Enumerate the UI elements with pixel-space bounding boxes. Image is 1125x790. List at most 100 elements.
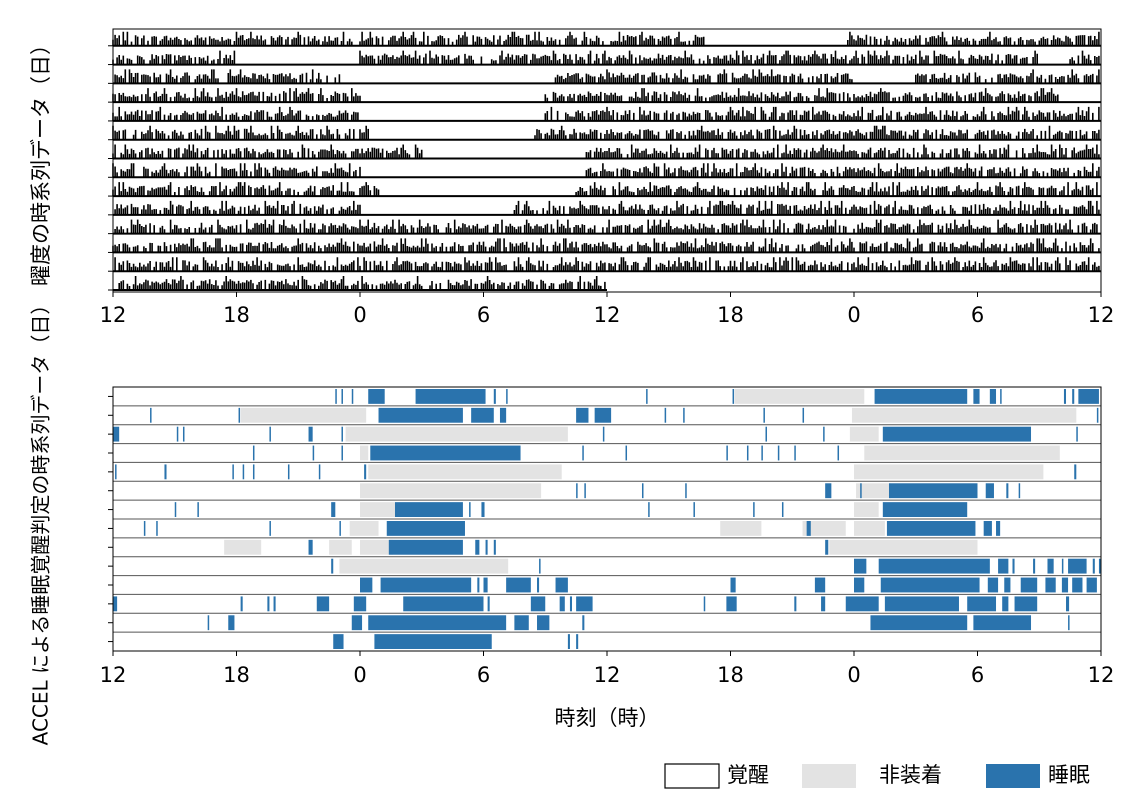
sleep-segment xyxy=(703,596,706,612)
actogram-x-tick-label: 12 xyxy=(594,303,621,327)
sleep-segment xyxy=(794,596,797,612)
actogram-row xyxy=(108,50,1101,66)
actogram-x-tick-label: 18 xyxy=(717,303,744,327)
sleep-segment xyxy=(1063,389,1067,404)
nonwear-segment xyxy=(360,539,393,555)
sleep-segment xyxy=(1018,483,1021,499)
sleep-segment xyxy=(351,389,354,404)
sleep-wake-row xyxy=(108,499,1101,517)
sleep-segment xyxy=(765,426,767,442)
sleep-segment xyxy=(1092,558,1095,574)
sleep-segment xyxy=(493,389,496,404)
sleep-segment xyxy=(983,521,992,536)
sleep-segment xyxy=(1000,389,1002,404)
sleep-wake-x-tick-label: 0 xyxy=(847,663,860,687)
actogram-x-tick-label: 18 xyxy=(223,303,250,327)
sleep-segment xyxy=(483,577,488,593)
actogram-x-tick-label: 0 xyxy=(353,303,366,327)
sleep-segment xyxy=(238,407,241,423)
sleep-segment xyxy=(1033,558,1036,574)
nonwear-segment xyxy=(854,464,1044,480)
nonwear-segment xyxy=(849,426,879,442)
sleep-segment xyxy=(1061,577,1069,593)
sleep-segment xyxy=(730,577,736,593)
actogram-activity-bars xyxy=(114,200,1100,215)
actogram-row xyxy=(108,144,1101,160)
sleep-segment xyxy=(880,577,980,593)
actogram-x-tick-label: 6 xyxy=(971,303,984,327)
sleep-segment xyxy=(506,389,508,404)
actogram-activity-bars xyxy=(112,182,1098,197)
sleep-wake-row xyxy=(108,405,1101,423)
sleep-segment xyxy=(1061,558,1064,574)
sleep-segment xyxy=(886,521,976,536)
sleep-segment xyxy=(415,389,486,404)
sleep-segment xyxy=(1066,596,1070,612)
sleep-segment xyxy=(825,539,829,555)
nonwear-segment xyxy=(720,521,762,536)
sleep-wake-row xyxy=(108,518,1101,536)
sleep-wake-row xyxy=(108,424,1101,442)
sleep-segment xyxy=(1045,577,1056,593)
sleep-segment xyxy=(648,502,650,517)
sleep-segment xyxy=(726,445,728,461)
sleep-segment xyxy=(781,502,784,517)
actogram-row xyxy=(108,238,1101,254)
sleep-segment xyxy=(514,615,529,631)
sleep-segment xyxy=(331,502,336,517)
sleep-segment xyxy=(763,407,765,423)
sleep-segment xyxy=(207,615,210,631)
sleep-segment xyxy=(368,615,507,631)
sleep-segment xyxy=(113,596,118,612)
nonwear-segment xyxy=(856,483,892,499)
sleep-segment xyxy=(1002,596,1009,612)
sleep-segment xyxy=(693,502,695,517)
sleep-segment xyxy=(825,483,832,499)
sleep-segment xyxy=(386,521,465,536)
sleep-wake-x-tick-label: 18 xyxy=(717,663,744,687)
nonwear-segment xyxy=(854,521,885,536)
legend-swatch-wake xyxy=(664,763,720,789)
sleep-segment xyxy=(242,464,245,480)
sleep-segment xyxy=(374,634,492,649)
sleep-segment xyxy=(878,558,990,574)
legend-label-sleep: 睡眠 xyxy=(1048,763,1090,787)
actogram-activity-bars xyxy=(112,238,1100,253)
sleep-segment xyxy=(333,634,344,649)
sleep-segment xyxy=(113,426,120,442)
sleep-segment xyxy=(240,596,243,612)
sleep-segment xyxy=(351,615,363,631)
sleep-segment xyxy=(1068,615,1070,631)
sleep-segment xyxy=(602,426,605,442)
actogram-row xyxy=(108,182,1101,198)
sleep-segment xyxy=(156,521,158,536)
sleep-segment xyxy=(1098,558,1101,574)
sleep-segment xyxy=(753,502,755,517)
sleep-segment xyxy=(746,445,749,461)
sleep-segment xyxy=(989,389,997,404)
sleep-segment xyxy=(273,596,276,612)
sleep-segment xyxy=(174,502,177,517)
actogram-activity-bars xyxy=(114,219,1098,234)
sleep-wake-row xyxy=(108,593,1101,612)
sleep-segment xyxy=(485,539,488,555)
sleep-segment xyxy=(882,502,968,517)
sleep-segment xyxy=(316,596,330,612)
nonwear-segment xyxy=(339,558,509,574)
sleep-wake-row xyxy=(108,537,1101,555)
nonwear-segment xyxy=(329,539,352,555)
sleep-segment xyxy=(967,596,997,612)
sleep-segment xyxy=(1047,558,1054,574)
sleep-segment xyxy=(339,521,341,536)
sleep-wake-x-tick-label: 6 xyxy=(477,663,490,687)
actogram-row xyxy=(108,125,1101,141)
legend: 覚醒 非装着 睡眠 xyxy=(664,763,1090,789)
sleep-segment xyxy=(364,464,367,480)
nonwear-segment xyxy=(802,521,846,536)
sleep-segment xyxy=(481,502,485,517)
sleep-wake-x-tick-label: 18 xyxy=(223,663,250,687)
sleep-segment xyxy=(537,577,540,593)
legend-label-nonwear: 非装着 xyxy=(879,763,942,787)
sleep-segment xyxy=(403,596,484,612)
sleep-segment xyxy=(1020,577,1038,593)
